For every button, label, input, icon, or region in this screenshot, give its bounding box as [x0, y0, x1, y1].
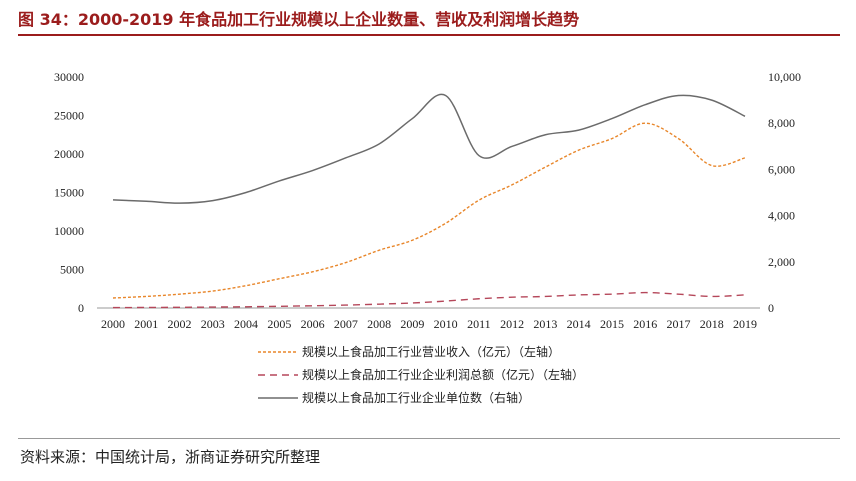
- legend-label: 规模以上食品加工行业营业收入（亿元）（左轴）: [302, 344, 560, 359]
- x-tick-label: 2008: [367, 317, 391, 331]
- left-tick-label: 20000: [54, 147, 84, 161]
- left-tick-label: 30000: [54, 70, 84, 84]
- right-tick-label: 8,000: [768, 116, 795, 130]
- x-tick-label: 2019: [733, 317, 757, 331]
- x-tick-label: 2002: [168, 317, 192, 331]
- line-chart: 0 5000 10000 15000 20000 25000 30000 0 2,000 4,0…: [54, 70, 801, 405]
- title-divider: [18, 34, 840, 36]
- legend-label: 规模以上食品加工行业企业单位数（右轴）: [302, 390, 530, 405]
- x-tick-label: 2015: [600, 317, 624, 331]
- x-tick-label: 2016: [633, 317, 657, 331]
- x-tick-label: 2009: [400, 317, 424, 331]
- x-tick-label: 2003: [201, 317, 225, 331]
- right-tick-label: 0: [768, 301, 774, 315]
- x-tick-label: 2018: [700, 317, 724, 331]
- x-axis: 2000 2001 2002 2003 2004 2005 2006 2007 2008 2009…: [101, 317, 757, 331]
- left-tick-label: 5000: [60, 263, 84, 277]
- x-tick-label: 2014: [567, 317, 591, 331]
- series-line-1: [112, 122, 746, 299]
- x-tick-label: 2007: [334, 317, 358, 331]
- x-tick-label: 2006: [301, 317, 325, 331]
- right-tick-label: 2,000: [768, 255, 795, 269]
- left-tick-label: 15000: [54, 186, 84, 200]
- right-axis: 0 2,000 4,000 6,000 8,000 10,000: [768, 70, 801, 315]
- source-note: 资料来源：中国统计局，浙商证券研究所整理: [20, 448, 321, 466]
- series-lines: [112, 93, 746, 309]
- x-tick-label: 2000: [101, 317, 125, 331]
- x-tick-label: 2012: [500, 317, 524, 331]
- legend-label: 规模以上食品加工行业企业利润总额（亿元）（左轴）: [302, 367, 584, 382]
- x-tick-label: 2010: [434, 317, 458, 331]
- right-tick-label: 10,000: [768, 70, 801, 84]
- x-tick-label: 2001: [134, 317, 158, 331]
- figure-title: 图 34：2000-2019 年食品加工行业规模以上企业数量、营收及利润增长趋势: [18, 10, 580, 29]
- right-tick-label: 6,000: [768, 162, 795, 176]
- x-tick-label: 2013: [533, 317, 557, 331]
- series-line-3: [112, 93, 746, 204]
- left-tick-label: 10000: [54, 224, 84, 238]
- left-axis: 0 5000 10000 15000 20000 25000 30000: [54, 70, 84, 315]
- x-tick-label: 2004: [234, 317, 258, 331]
- source-divider: [18, 438, 840, 439]
- x-tick-label: 2005: [267, 317, 291, 331]
- right-tick-label: 4,000: [768, 209, 795, 223]
- x-tick-label: 2017: [666, 317, 690, 331]
- left-tick-label: 0: [78, 301, 84, 315]
- series-line-2: [112, 291, 746, 309]
- left-tick-label: 25000: [54, 109, 84, 123]
- legend: 规模以上食品加工行业营业收入（亿元）（左轴） 规模以上食品加工行业企业利润总额（亿…: [258, 344, 584, 405]
- x-tick-label: 2011: [467, 317, 491, 331]
